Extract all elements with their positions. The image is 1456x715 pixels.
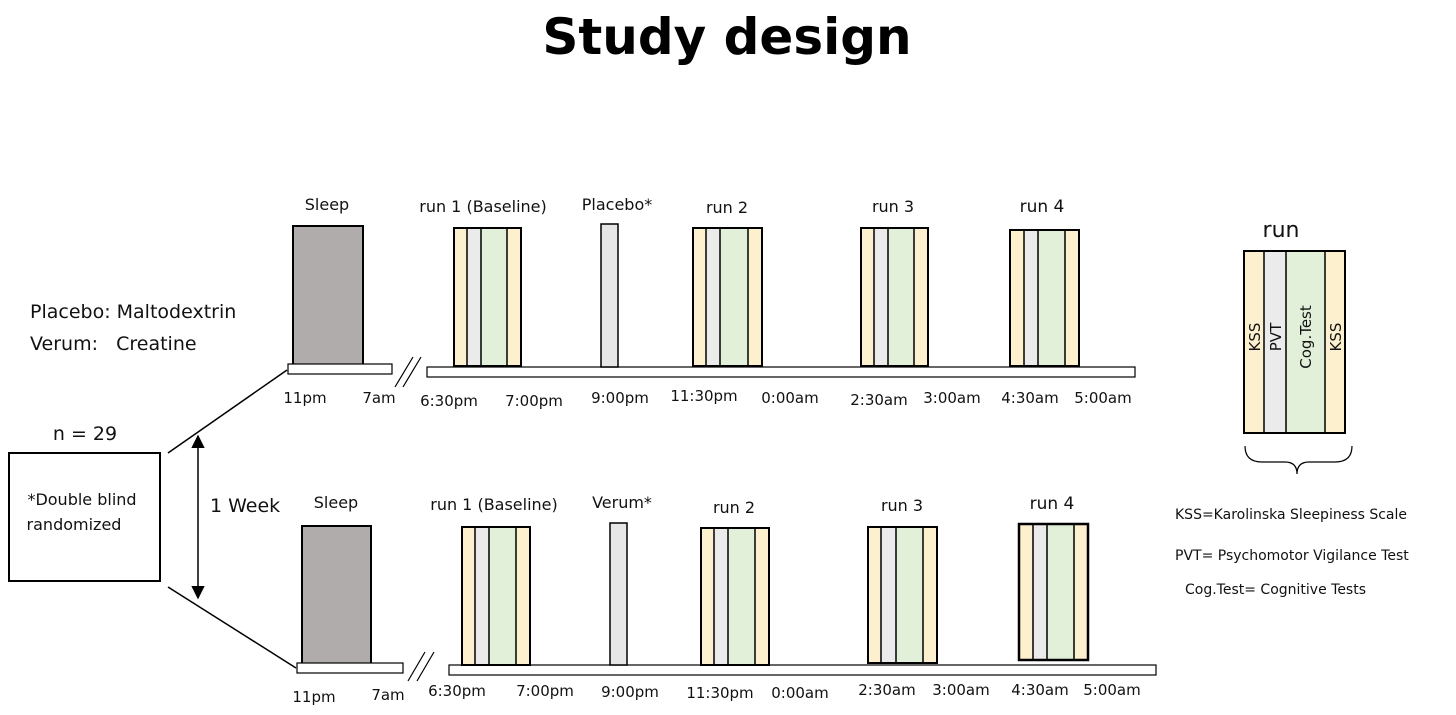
sample-size-label: n = 29 [53,423,117,445]
run3-label: run 3 [872,197,914,216]
run3-block [860,227,929,367]
abbreviation-pvt: PVT= Psychomotor Vigilance Test [1175,548,1409,564]
time-label: 3:00am [923,389,981,407]
axis-break-mark [394,356,414,388]
run4-block [1009,229,1080,367]
time-label: 7:00pm [505,392,563,410]
page-title: Study design [542,8,911,66]
time-label: 11pm [292,688,335,706]
participants-box [8,452,161,582]
time-label: 11pm [283,389,326,407]
time-label: 2:30am [858,681,916,699]
sleep-label: Sleep [305,195,349,214]
time-label: 7am [362,389,395,407]
run2-label: run 2 [706,198,748,217]
run4-label: run 4 [1030,494,1075,514]
interval-label: 1 Week [210,495,280,517]
axis-break-mark [402,356,422,388]
run-detail: run KSS PVT Cog.Test KSS [1243,218,1353,475]
axis-break-mark [416,651,435,682]
day-timeline-bar [426,366,1136,378]
time-label: 4:30am [1011,681,1069,699]
dose-label: Placebo* [582,195,652,214]
time-label: 5:00am [1074,389,1132,407]
abbreviation-kss: KSS=Karolinska Sleepiness Scale [1175,507,1407,523]
time-labels: 11pm 7am 6:30pm 7:00pm 9:00pm 11:30pm 0:… [283,387,1131,410]
day-timeline-bar [448,664,1157,676]
run1-block [461,526,531,666]
sleep-block [292,225,364,367]
sleep-block [301,525,372,665]
time-label: 11:30pm [686,684,753,702]
run4-block [1017,522,1090,662]
run4-label: run 4 [1020,197,1065,217]
sleep-label: Sleep [314,493,358,512]
time-label: 11:30pm [670,387,737,405]
run1-label: run 1 (Baseline) [430,495,558,514]
time-labels: 11pm 7am 6:30pm 7:00pm 9:00pm 11:30pm 0:… [292,681,1140,706]
placebo-definition: Placebo: Maltodextrin [30,301,236,323]
segment-label-kss: KSS [1327,323,1345,352]
segment-label-cog: Cog.Test [1297,305,1315,369]
night-timeline-bar [296,662,404,674]
night-timeline-bar [287,363,393,375]
time-label: 9:00pm [601,683,659,701]
run3-label: run 3 [881,496,923,515]
run-detail-title: run [1263,218,1300,243]
time-label: 7am [371,686,404,704]
verum-definition: Verum: Creatine [30,333,197,355]
run2-block [692,227,763,367]
axis-break-mark [407,651,426,682]
abbreviation-cog: Cog.Test= Cognitive Tests [1185,582,1366,598]
time-label: 6:30pm [420,392,478,410]
dose-label: Verum* [592,493,652,512]
participants-box-line2: randomized [27,515,122,534]
dose-marker [600,223,619,368]
run-detail-brace [1244,445,1353,475]
time-label: 0:00am [761,389,819,407]
time-label: 4:30am [1001,389,1059,407]
time-label: 6:30pm [428,682,486,700]
participants-box-line1: *Double blind [27,490,136,509]
time-label: 0:00am [771,684,829,702]
run1-block [453,227,522,367]
run3-block [867,526,938,664]
time-label: 9:00pm [591,389,649,407]
time-label: 5:00am [1083,681,1141,699]
branch-line-bottom [167,586,297,669]
run-detail-block [1243,250,1346,434]
run1-label: run 1 (Baseline) [419,197,547,216]
segment-label-pvt: PVT [1267,322,1285,351]
arm-placebo: Sleep run 1 (Baseline) Placebo* run 2 [283,195,1136,410]
time-label: 7:00pm [516,682,574,700]
branch-line-top [167,369,288,454]
time-label: 3:00am [932,681,990,699]
dose-marker [609,522,628,666]
arm-verum: Sleep run 1 (Baseline) Verum* run 2 [292,493,1157,706]
segment-label-kss: KSS [1246,323,1264,352]
run2-label: run 2 [713,498,755,517]
run2-block [700,527,770,666]
time-label: 2:30am [850,391,908,409]
